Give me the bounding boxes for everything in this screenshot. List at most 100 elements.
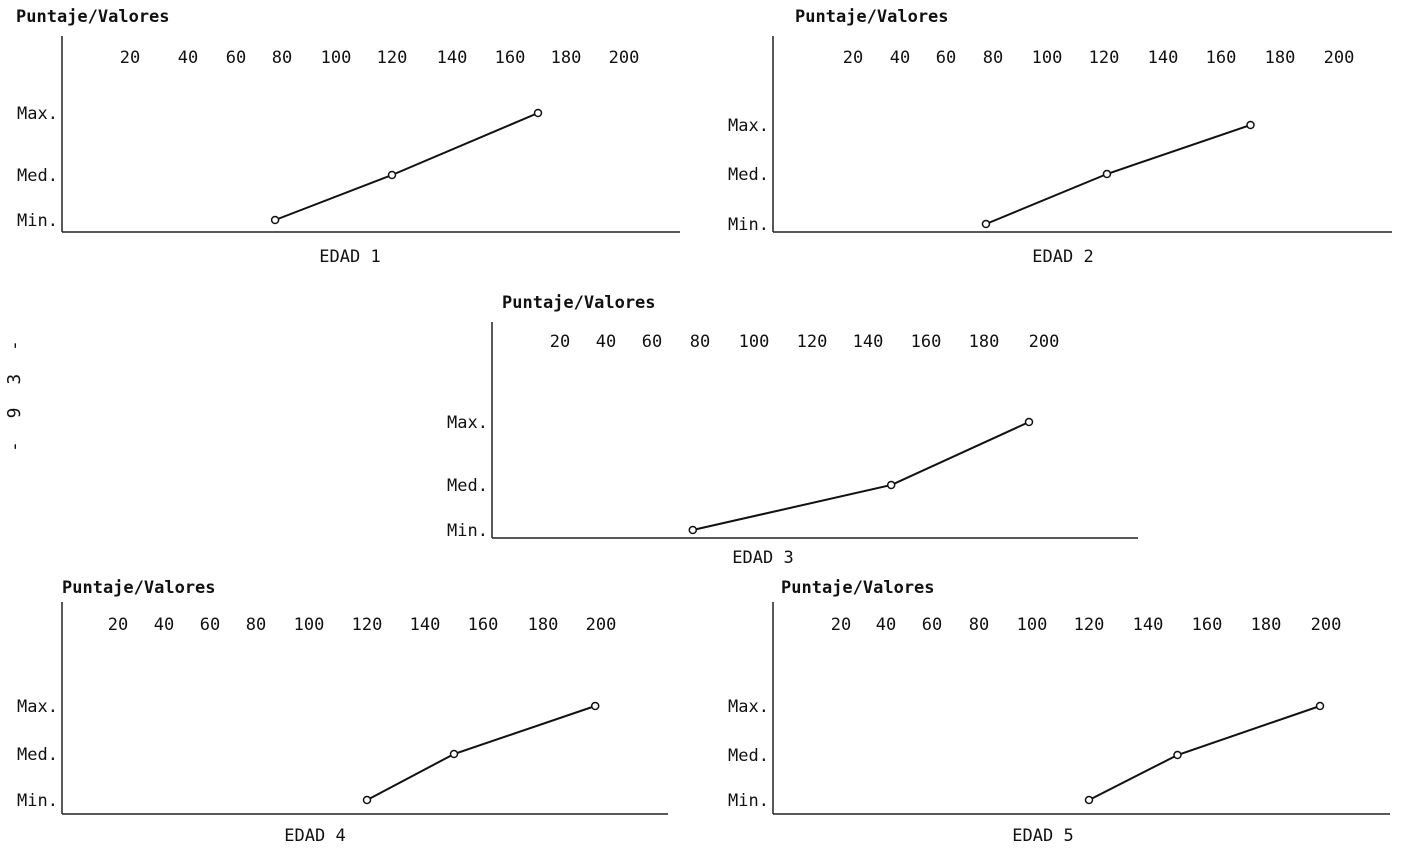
y-axis-title: Puntaje/Valores — [502, 293, 656, 313]
x-tick-label: 120 — [377, 48, 408, 68]
y-axis-title: Puntaje/Valores — [62, 578, 216, 598]
data-point — [1024, 417, 1034, 427]
x-tick-label: 140 — [437, 48, 468, 68]
series-line — [985, 124, 1251, 225]
series-line — [366, 705, 596, 801]
x-tick-label: 120 — [1074, 615, 1105, 635]
x-tick-label: 160 — [1192, 615, 1223, 635]
y-category-label: Med. — [728, 746, 769, 766]
x-tick-label: 40 — [178, 48, 198, 68]
x-tick-label: 140 — [1133, 615, 1164, 635]
data-point — [1315, 701, 1325, 711]
data-point — [362, 795, 372, 805]
y-category-label: Min. — [728, 791, 769, 811]
y-category-label: Med. — [728, 165, 769, 185]
series-line — [274, 112, 539, 221]
x-tick-label: 40 — [890, 48, 910, 68]
y-category-label: Min. — [447, 521, 488, 541]
y-category-label: Min. — [17, 791, 58, 811]
x-tick-label: 40 — [876, 615, 896, 635]
y-category-label: Max. — [17, 104, 58, 124]
chart-title: EDAD 4 — [284, 826, 345, 846]
x-tick-label: 80 — [246, 615, 266, 635]
x-tick-label: 160 — [468, 615, 499, 635]
x-tick-label: 100 — [321, 48, 352, 68]
data-point — [1084, 795, 1094, 805]
data-point — [590, 701, 600, 711]
y-axis-title: Puntaje/Valores — [795, 7, 949, 27]
chart-edad-1: Puntaje/Valores 20 40 60 80 100 120 140 160 180 20… — [16, 7, 680, 267]
chart-edad-4: Puntaje/Valores 20 40 60 80 100 120 140 160 180 20… — [17, 578, 668, 846]
x-tick-label: 20 — [843, 48, 863, 68]
x-tick-label: 200 — [1029, 332, 1060, 352]
x-tick-label: 60 — [642, 332, 662, 352]
y-category-label: Med. — [17, 166, 58, 186]
chart-title: EDAD 2 — [1032, 247, 1093, 267]
x-tick-label: 100 — [739, 332, 770, 352]
x-tick-label: 20 — [108, 615, 128, 635]
y-category-label: Min. — [728, 215, 769, 235]
y-category-label: Max. — [447, 413, 488, 433]
chart-title: EDAD 3 — [732, 548, 793, 568]
chart-edad-2: Puntaje/Valores 20 40 60 80 100 120 140 160 180 20… — [728, 7, 1392, 267]
chart-title: EDAD 1 — [319, 247, 380, 267]
x-tick-label: 60 — [226, 48, 246, 68]
y-category-label: Max. — [17, 697, 58, 717]
y-category-label: Med. — [17, 745, 58, 765]
data-point — [533, 108, 543, 118]
data-point — [1246, 120, 1255, 130]
x-tick-label: 140 — [1148, 48, 1179, 68]
x-tick-label: 180 — [969, 332, 1000, 352]
data-point — [886, 480, 896, 490]
data-point — [1173, 750, 1182, 760]
y-axis-title: Puntaje/Valores — [781, 578, 935, 598]
x-tick-label: 60 — [200, 615, 220, 635]
x-tick-label: 180 — [1265, 48, 1296, 68]
y-axis-title: Puntaje/Valores — [16, 7, 170, 27]
x-tick-label: 80 — [272, 48, 292, 68]
x-tick-label: 20 — [550, 332, 570, 352]
x-tick-label: 120 — [797, 332, 828, 352]
x-tick-label: 140 — [853, 332, 884, 352]
y-category-label: Max. — [728, 697, 769, 717]
data-point — [270, 215, 280, 225]
x-tick-label: 200 — [586, 615, 617, 635]
x-tick-label: 40 — [154, 615, 174, 635]
x-tick-label: 40 — [596, 332, 616, 352]
x-tick-label: 160 — [1206, 48, 1237, 68]
x-tick-label: 180 — [551, 48, 582, 68]
data-point — [688, 525, 698, 535]
x-tick-label: 80 — [690, 332, 710, 352]
series-line — [692, 421, 1030, 531]
x-tick-label: 160 — [495, 48, 526, 68]
x-tick-label: 200 — [609, 48, 640, 68]
x-tick-label: 120 — [1089, 48, 1120, 68]
chart-title: EDAD 5 — [1012, 826, 1073, 846]
x-tick-label: 200 — [1311, 615, 1342, 635]
x-tick-label: 140 — [410, 615, 441, 635]
y-category-label: Max. — [728, 116, 769, 136]
x-tick-label: 100 — [294, 615, 325, 635]
x-tick-label: 120 — [352, 615, 383, 635]
x-tick-label: 200 — [1324, 48, 1355, 68]
x-tick-label: 20 — [120, 48, 140, 68]
x-tick-label: 180 — [528, 615, 559, 635]
x-tick-label: 20 — [831, 615, 851, 635]
x-tick-label: 80 — [969, 615, 989, 635]
x-tick-label: 100 — [1017, 615, 1048, 635]
x-tick-label: 160 — [911, 332, 942, 352]
data-point — [1102, 169, 1112, 179]
series-line — [1088, 705, 1321, 801]
y-category-label: Med. — [447, 476, 488, 496]
x-tick-label: 80 — [983, 48, 1003, 68]
chart-edad-3: Puntaje/Valores 20 40 60 80 100 120 140 160 180 20… — [447, 293, 1138, 568]
data-point — [981, 219, 991, 229]
x-tick-label: 180 — [1251, 615, 1282, 635]
data-point — [387, 170, 397, 180]
y-category-label: Min. — [17, 211, 58, 231]
x-tick-label: 60 — [922, 615, 942, 635]
x-tick-label: 100 — [1032, 48, 1063, 68]
x-tick-label: 60 — [936, 48, 956, 68]
chart-edad-5: Puntaje/Valores 20 40 60 80 100 120 140 160 180 20… — [728, 578, 1390, 846]
